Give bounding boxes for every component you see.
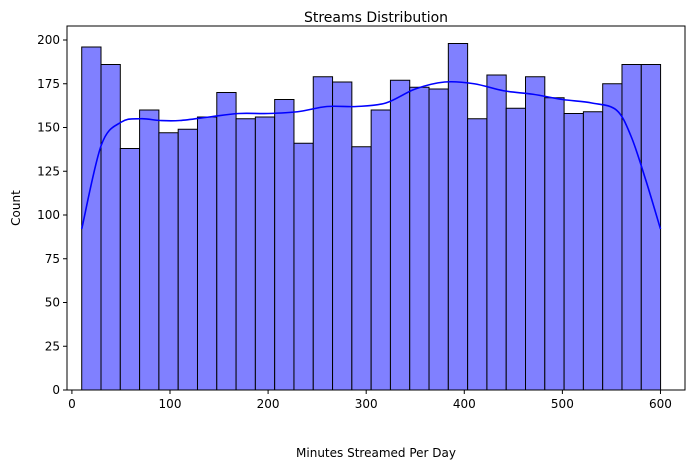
y-axis-label: Count [9, 190, 23, 226]
y-tick-label: 25 [45, 339, 60, 353]
x-tick-label: 100 [159, 397, 182, 411]
histogram-bar [235, 118, 256, 391]
chart-title: Streams Distribution [304, 10, 448, 26]
histogram-bar [621, 64, 642, 391]
histogram-bar [602, 83, 623, 391]
histogram-bar [139, 109, 160, 391]
x-tick-label: 500 [551, 397, 574, 411]
x-tick-label: 300 [355, 397, 378, 411]
histogram-bar [486, 74, 507, 391]
histogram-bar [293, 142, 314, 391]
histogram-bar [544, 97, 565, 391]
histogram-bar [640, 64, 662, 391]
histogram-bar [351, 146, 372, 391]
x-tick-label: 400 [453, 397, 476, 411]
histogram-bar [196, 116, 218, 391]
histogram-bar [428, 88, 449, 391]
histogram-bar [100, 64, 121, 391]
histogram-bar [505, 107, 527, 391]
histogram-bar [370, 109, 391, 391]
y-axis-ticks: 0 25 50 75 100 125 150 175 200 [37, 33, 67, 397]
x-tick-label: 0 [68, 397, 76, 411]
x-axis-ticks: 0 100 200 300 400 500 600 [68, 390, 672, 411]
y-tick-label: 75 [45, 252, 60, 266]
histogram-bar [563, 113, 584, 391]
x-axis-label: Minutes Streamed Per Day [296, 446, 456, 460]
bars-layer [81, 43, 662, 391]
histogram-bar [158, 132, 179, 391]
histogram-bar [177, 128, 198, 391]
kde-layer [80, 80, 662, 230]
y-tick-label: 0 [52, 383, 60, 397]
histogram-bar [409, 86, 430, 391]
histogram-bar [525, 76, 546, 391]
histogram-bar [216, 92, 237, 391]
kde-line [80, 80, 662, 230]
y-tick-label: 200 [37, 33, 60, 47]
x-tick-label: 200 [257, 397, 280, 411]
histogram-bar [332, 81, 353, 391]
histogram-bar [119, 148, 141, 391]
histogram-bar [467, 118, 488, 391]
histogram-bar [389, 79, 411, 391]
y-tick-label: 175 [37, 77, 60, 91]
plot-frame [66, 25, 686, 391]
y-tick-label: 50 [45, 296, 60, 310]
histogram-bar [274, 99, 295, 391]
x-tick-label: 600 [649, 397, 672, 411]
y-tick-label: 125 [37, 164, 60, 178]
histogram-bar [447, 43, 469, 391]
y-tick-label: 100 [37, 208, 60, 222]
y-tick-label: 150 [37, 121, 60, 135]
histogram-bar [312, 76, 334, 391]
histogram-bar [254, 116, 276, 391]
histogram-bar [582, 111, 604, 391]
